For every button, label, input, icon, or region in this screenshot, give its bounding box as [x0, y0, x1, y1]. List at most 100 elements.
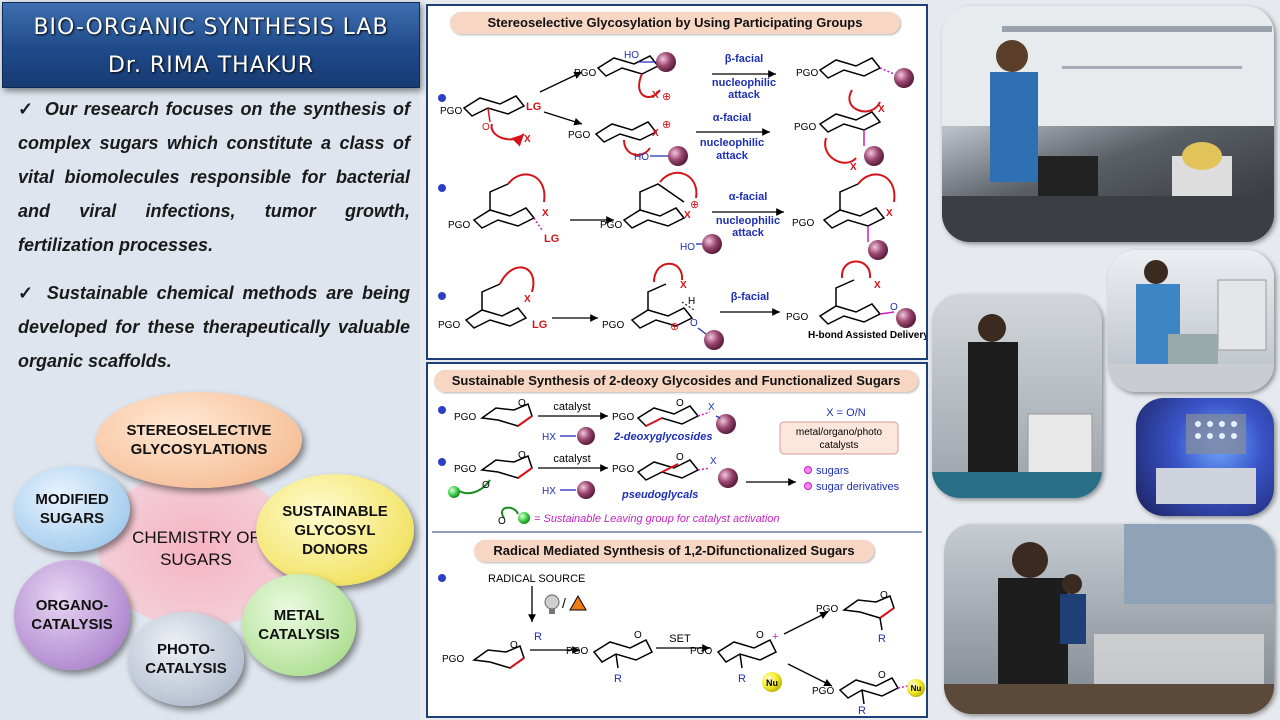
arrow-label-attack: attack — [716, 150, 749, 162]
pseudoglycal-product — [636, 459, 738, 488]
label-o: O — [878, 670, 886, 681]
deoxyglycoside-product — [636, 405, 736, 434]
check-icon: ✓ — [18, 99, 35, 119]
label-o: O — [518, 450, 526, 461]
sugar-start-1 — [462, 95, 526, 147]
theme-stereo-l2: GLYCOSYLATIONS — [130, 441, 268, 458]
radical-panel-title: Radical Mediated Synthesis of 1,2-Difunc… — [474, 540, 874, 562]
label-pgo: PGO — [568, 130, 590, 141]
intermediate-oxocarbenium-1 — [596, 52, 676, 98]
label-x: X — [886, 208, 893, 219]
arrow-label-alpha-facial: α-facial — [713, 112, 752, 124]
cation-intermediate — [716, 638, 778, 669]
intermediate-oxocarbenium-2 — [594, 121, 688, 166]
label-pgo: PGO — [796, 68, 818, 79]
label-pgo: PGO — [454, 464, 476, 475]
label-ho: HO — [624, 50, 639, 61]
label-x: X — [710, 456, 717, 467]
intermediate-hbond — [630, 262, 724, 350]
glycal-radical-start — [472, 644, 525, 669]
label-pgo: PGO — [566, 646, 588, 657]
theme-modified-l1: MODIFIED — [35, 491, 109, 508]
bullet-icon — [438, 292, 446, 300]
label-pgo: PGO — [454, 412, 476, 423]
catalyst-label: catalyst — [553, 453, 590, 465]
product-alpha-glycoside — [818, 111, 884, 166]
theme-donors-l2: GLYCOSYL — [294, 521, 376, 539]
label-o: O — [676, 452, 684, 463]
theme-metal-l1: METAL — [273, 607, 325, 624]
lab-photo-photoreactor — [1136, 398, 1274, 516]
arrow-label-attack: attack — [732, 227, 765, 239]
label-x: X — [850, 162, 857, 173]
hx-label: HX — [542, 432, 556, 443]
bullet-icon — [438, 574, 446, 582]
bullet-icon — [438, 184, 446, 192]
intro-paragraph-1: ✓ Our research focuses on the synthesis o… — [18, 92, 410, 262]
photo-stirrer-illustration — [932, 314, 1102, 498]
theme-photo-l1: PHOTO- — [156, 641, 216, 658]
label-o: O — [690, 318, 698, 329]
slash-label: / — [562, 595, 566, 611]
catalyst-types-l2: catalysts — [820, 440, 859, 451]
intro-paragraph-2: ✓ Sustainable chemical methods are being … — [18, 276, 410, 378]
label-pgo: PGO — [448, 220, 470, 231]
radical-intermediate — [592, 638, 654, 669]
label-x: X — [684, 210, 691, 221]
lab-photo-stirrer — [932, 294, 1102, 498]
label-ho: HO — [680, 242, 695, 253]
glycosylation-panel: Stereoselective Glycosylation by Using P… — [426, 4, 928, 360]
label-pgo: PGO — [574, 68, 596, 79]
theme-organo-l2: CATALYSIS — [31, 616, 113, 633]
product-beta-glycoside — [818, 57, 914, 113]
r-label: R — [878, 633, 886, 645]
r-label: R — [534, 631, 542, 643]
set-label: SET — [669, 633, 691, 645]
label-o: O — [634, 630, 642, 641]
label-o: O — [676, 398, 684, 409]
glycosylation-panel-title: Stereoselective Glycosylation by Using P… — [450, 12, 900, 34]
sustainable-scheme: O PGO O catalyst HX PGO O X 2-deoxyglyco… — [432, 398, 925, 716]
radical-source-label: RADICAL SOURCE — [488, 573, 585, 585]
catalyst-label: catalyst — [553, 401, 590, 413]
theme-modified-sugars: MODIFIED SUGARS — [14, 466, 130, 552]
theme-photocatalysis: PHOTO- CATALYSIS — [128, 612, 244, 706]
label-x: X — [542, 208, 549, 219]
label-x: X — [874, 280, 881, 291]
label-lg: LG — [526, 101, 541, 113]
r-label: R — [614, 673, 622, 685]
theme-photo-l2: CATALYSIS — [145, 660, 227, 677]
sugar-derivatives-label: sugar derivatives — [816, 481, 900, 493]
label-lg: LG — [532, 319, 547, 331]
arrow-label-attack: attack — [728, 89, 761, 101]
label-x: X — [680, 280, 687, 291]
catalyst-types-l1: metal/organo/photo — [796, 427, 883, 438]
label-pgo: PGO — [440, 106, 462, 117]
theme-stereo-l1: STEREOSELECTIVE — [126, 422, 272, 439]
lab-banner: BIO-ORGANIC SYNTHESIS LAB Dr. RIMA THAKU… — [2, 2, 420, 88]
theme-metal-l2: CATALYSIS — [258, 626, 340, 643]
sustainable-panel-title: Sustainable Synthesis of 2-deoxy Glycosi… — [434, 370, 918, 392]
arrow-label-alpha-facial: α-facial — [729, 191, 768, 203]
label-pgo: PGO — [794, 122, 816, 133]
lab-title: BIO-ORGANIC SYNTHESIS LAB — [33, 15, 389, 40]
arrow-label-nucleophilic: nucleophilic — [700, 137, 764, 149]
label-ho: HO — [634, 152, 649, 163]
arrow-label-beta-facial: β-facial — [731, 291, 770, 303]
theme-metal-catalysis: METAL CATALYSIS — [242, 574, 356, 676]
lab-pi-name: Dr. RIMA THAKUR — [107, 53, 314, 78]
label-x: X — [878, 104, 885, 115]
theme-modified-l2: SUGARS — [39, 510, 105, 527]
lab-photo-bench — [944, 524, 1274, 714]
label-pgo: PGO — [602, 320, 624, 331]
label-plus: ⊕ — [670, 321, 679, 333]
label-x: X — [652, 128, 659, 139]
label-pgo: PGO — [786, 312, 808, 323]
pseudoglycals-label: pseudoglycals — [621, 489, 698, 501]
label-lg: LG — [544, 233, 559, 245]
photo-fume-hood-illustration — [942, 6, 1274, 242]
intro-text-2: Sustainable chemical methods are being d… — [18, 283, 410, 371]
label-o: O — [482, 480, 490, 491]
bullet-icon — [438, 94, 446, 102]
arrow-label-nucleophilic: nucleophilic — [712, 77, 776, 89]
